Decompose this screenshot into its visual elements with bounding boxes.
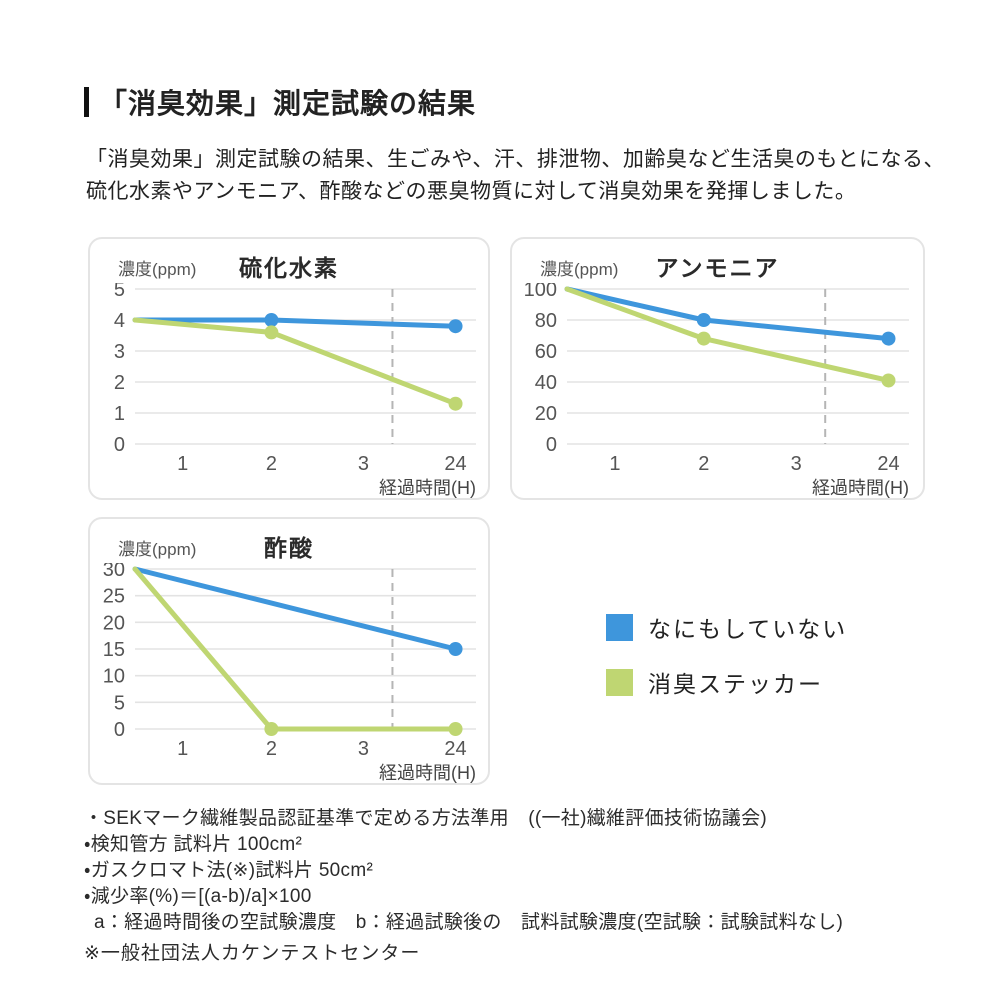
chart-title: アンモニア [655,255,780,281]
svg-text:25: 25 [103,586,125,608]
page-header: 「消臭効果」測定試験の結果 [84,82,476,122]
line-chart-ammonia: 0 20 40 60 80 100 1 2 3 24 経過時間(H) [524,279,909,498]
chart-title: 硫化水素 [239,255,339,281]
footnote-line: ・ガスクロマト法(※)試料片 50cm² [84,860,374,881]
svg-text:20: 20 [103,612,125,634]
legend-color-swatch-green [606,668,633,696]
svg-text:20: 20 [535,403,557,425]
svg-text:1: 1 [609,453,620,475]
y-axis-label: 濃度(ppm) [540,260,619,279]
svg-text:4: 4 [114,310,125,332]
svg-text:0: 0 [546,434,557,456]
svg-text:経過時間(H): 経過時間(H) [379,763,476,783]
svg-text:1: 1 [114,403,125,425]
chart-panel-ammonia: 濃度(ppm) アンモニア 0 20 40 60 80 100 1 2 3 24 経過時間(H) [510,237,925,500]
svg-text:0: 0 [114,434,125,456]
svg-text:2: 2 [266,453,277,475]
svg-text:2: 2 [698,453,709,475]
svg-text:60: 60 [535,341,557,363]
svg-text:5: 5 [114,283,125,301]
chart-title: 酢酸 [264,535,314,561]
chart-header: 濃度(ppm) 硫化水素 [90,239,488,283]
svg-text:10: 10 [103,666,125,688]
chart-panel-acetic-acid: 濃度(ppm) 酢酸 0 5 10 15 20 25 30 1 2 3 24 経過時間(H) [88,517,490,785]
svg-text:3: 3 [358,738,369,760]
footnote-line: a：経過時間後の空試験濃度 b：経過試験後の 試料試験濃度(空試験：試験試料なし… [94,912,844,933]
svg-text:24: 24 [444,738,466,760]
intro-line-2: 硫化水素やアンモニア、酢酸などの悪臭物質に対して消臭効果を発揮しました。 [86,180,857,203]
svg-text:40: 40 [535,372,557,394]
svg-text:3: 3 [114,341,125,363]
legend-label: なにもしていない [648,616,848,642]
svg-text:100: 100 [524,283,557,301]
intro-paragraph: 「消臭効果」測定試験の結果、生ごみや、汗、排泄物、加齢臭など生活臭のもとになる、… [86,144,945,208]
svg-text:1: 1 [177,453,188,475]
chart-header: 濃度(ppm) アンモニア [512,239,923,283]
chart-legend: なにもしていない 消臭ステッカー [606,610,847,720]
svg-text:2: 2 [266,738,277,760]
svg-text:0: 0 [114,719,125,741]
asterisk-note: ※一般社団法人カケンテストセンター [84,943,421,964]
svg-text:5: 5 [114,692,125,714]
svg-text:24: 24 [877,453,899,475]
svg-text:15: 15 [103,639,125,661]
page-title: 「消臭効果」測定試験の結果 [99,88,477,119]
legend-label: 消臭ステッカー [648,671,823,697]
title-accent-bar [84,87,89,117]
footnote-line: ・検知管方 試料片 100cm² [84,834,303,855]
footnote-line: ・減少率(%)＝[(a-b)/a]×100 [84,886,312,907]
svg-text:3: 3 [358,453,369,475]
footnotes: ・SEKマーク繊維製品認証基準で定める方法準用 ((一社)繊維評価技術協議会) … [84,806,843,936]
intro-line-1: 「消臭効果」測定試験の結果、生ごみや、汗、排泄物、加齢臭など生活臭のもとになる、 [86,148,945,171]
line-chart-hydrogen-sulfide: 0 1 2 3 4 5 1 2 3 24 経過時間(H) [114,279,476,498]
svg-text:1: 1 [177,738,188,760]
svg-text:30: 30 [103,563,125,581]
chart-header: 濃度(ppm) 酢酸 [90,519,488,563]
svg-text:80: 80 [535,310,557,332]
line-chart-acetic-acid: 0 5 10 15 20 25 30 1 2 3 24 経過時間(H) [103,559,476,783]
legend-item-deodorant-sticker: 消臭ステッカー [606,665,847,699]
footnote-line: ・SEKマーク繊維製品認証基準で定める方法準用 ((一社)繊維評価技術協議会) [84,808,768,829]
svg-text:2: 2 [114,372,125,394]
svg-text:経過時間(H): 経過時間(H) [379,478,476,498]
legend-item-untreated: なにもしていない [606,610,847,644]
svg-text:24: 24 [444,453,466,475]
y-axis-label: 濃度(ppm) [118,540,197,559]
y-axis-label: 濃度(ppm) [118,260,197,279]
chart-panel-hydrogen-sulfide: 濃度(ppm) 硫化水素 0 1 2 3 4 5 1 2 3 24 経過時間(H) [88,237,490,500]
svg-text:3: 3 [791,453,802,475]
legend-color-swatch-blue [606,613,633,641]
svg-text:経過時間(H): 経過時間(H) [812,478,909,498]
